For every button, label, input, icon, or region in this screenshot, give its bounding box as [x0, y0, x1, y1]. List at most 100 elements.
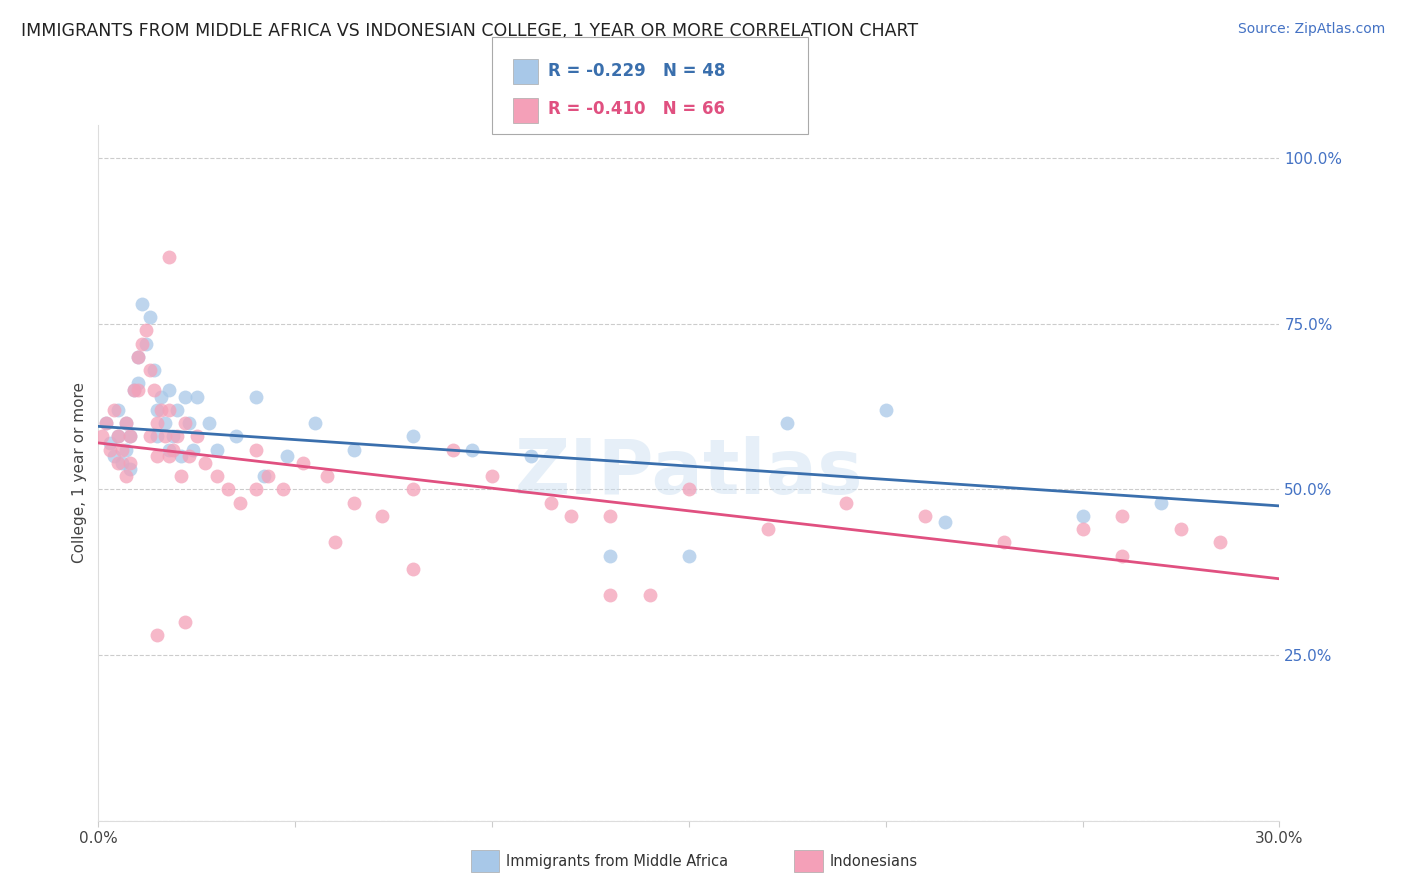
- Point: [142, 383, 165, 397]
- Point: [229, 495, 252, 509]
- Text: R = -0.410   N = 66: R = -0.410 N = 66: [548, 100, 725, 118]
- Text: IMMIGRANTS FROM MIDDLE AFRICA VS INDONESIAN COLLEGE, 1 YEAR OR MORE CORRELATION : IMMIGRANTS FROM MIDDLE AFRICA VS INDONES…: [21, 22, 918, 40]
- Point: [177, 416, 200, 430]
- Point: [934, 516, 956, 530]
- Point: [256, 469, 278, 483]
- Point: [993, 535, 1015, 549]
- Point: [115, 416, 138, 430]
- Point: [122, 383, 145, 397]
- Point: [157, 442, 180, 457]
- Point: [678, 549, 700, 563]
- Point: [217, 483, 239, 497]
- Point: [441, 442, 464, 457]
- Point: [245, 442, 267, 457]
- Point: [118, 456, 141, 470]
- Point: [131, 336, 153, 351]
- Point: [127, 383, 149, 397]
- Point: [560, 508, 582, 523]
- Point: [343, 495, 366, 509]
- Point: [599, 588, 621, 602]
- Point: [138, 363, 160, 377]
- Point: [103, 402, 125, 417]
- Point: [107, 429, 129, 443]
- Point: [150, 390, 173, 404]
- Point: [103, 449, 125, 463]
- Point: [127, 376, 149, 391]
- Point: [1209, 535, 1232, 549]
- Text: Source: ZipAtlas.com: Source: ZipAtlas.com: [1237, 22, 1385, 37]
- Point: [118, 462, 141, 476]
- Point: [756, 522, 779, 536]
- Point: [146, 429, 169, 443]
- Point: [273, 483, 295, 497]
- Point: [1111, 508, 1133, 523]
- Point: [98, 436, 121, 450]
- Point: [115, 416, 138, 430]
- Point: [127, 350, 149, 364]
- Point: [96, 416, 118, 430]
- Point: [146, 416, 169, 430]
- Point: [835, 495, 858, 509]
- Point: [174, 390, 197, 404]
- Point: [155, 429, 177, 443]
- Point: [402, 562, 425, 576]
- Point: [323, 535, 346, 549]
- Point: [599, 508, 621, 523]
- Point: [162, 442, 184, 457]
- Point: [157, 402, 180, 417]
- Point: [170, 469, 193, 483]
- Point: [107, 402, 129, 417]
- Point: [131, 297, 153, 311]
- Point: [402, 483, 425, 497]
- Point: [157, 251, 180, 265]
- Point: [1170, 522, 1192, 536]
- Point: [96, 416, 118, 430]
- Point: [371, 508, 394, 523]
- Point: [177, 449, 200, 463]
- Point: [914, 508, 936, 523]
- Point: [276, 449, 298, 463]
- Point: [157, 383, 180, 397]
- Point: [107, 456, 129, 470]
- Point: [520, 449, 543, 463]
- Point: [138, 310, 160, 324]
- Point: [678, 483, 700, 497]
- Text: Indonesians: Indonesians: [830, 855, 918, 869]
- Point: [115, 469, 138, 483]
- Point: [1150, 495, 1173, 509]
- Point: [186, 429, 208, 443]
- Point: [155, 416, 177, 430]
- Point: [776, 416, 799, 430]
- Point: [162, 429, 184, 443]
- Point: [166, 402, 188, 417]
- Point: [135, 323, 157, 337]
- Point: [135, 336, 157, 351]
- Point: [540, 495, 562, 509]
- Point: [146, 628, 169, 642]
- Point: [181, 442, 204, 457]
- Y-axis label: College, 1 year or more: College, 1 year or more: [72, 383, 87, 563]
- Point: [599, 549, 621, 563]
- Point: [292, 456, 315, 470]
- Point: [1071, 508, 1094, 523]
- Point: [315, 469, 337, 483]
- Point: [118, 429, 141, 443]
- Point: [122, 383, 145, 397]
- Point: [481, 469, 503, 483]
- Point: [107, 429, 129, 443]
- Point: [194, 456, 217, 470]
- Point: [146, 402, 169, 417]
- Point: [225, 429, 247, 443]
- Point: [174, 615, 197, 629]
- Point: [157, 449, 180, 463]
- Point: [1111, 549, 1133, 563]
- Point: [118, 429, 141, 443]
- Point: [98, 442, 121, 457]
- Point: [166, 429, 188, 443]
- Text: R = -0.229   N = 48: R = -0.229 N = 48: [548, 62, 725, 79]
- Point: [205, 442, 228, 457]
- Point: [638, 588, 661, 602]
- Point: [186, 390, 208, 404]
- Point: [205, 469, 228, 483]
- Point: [150, 402, 173, 417]
